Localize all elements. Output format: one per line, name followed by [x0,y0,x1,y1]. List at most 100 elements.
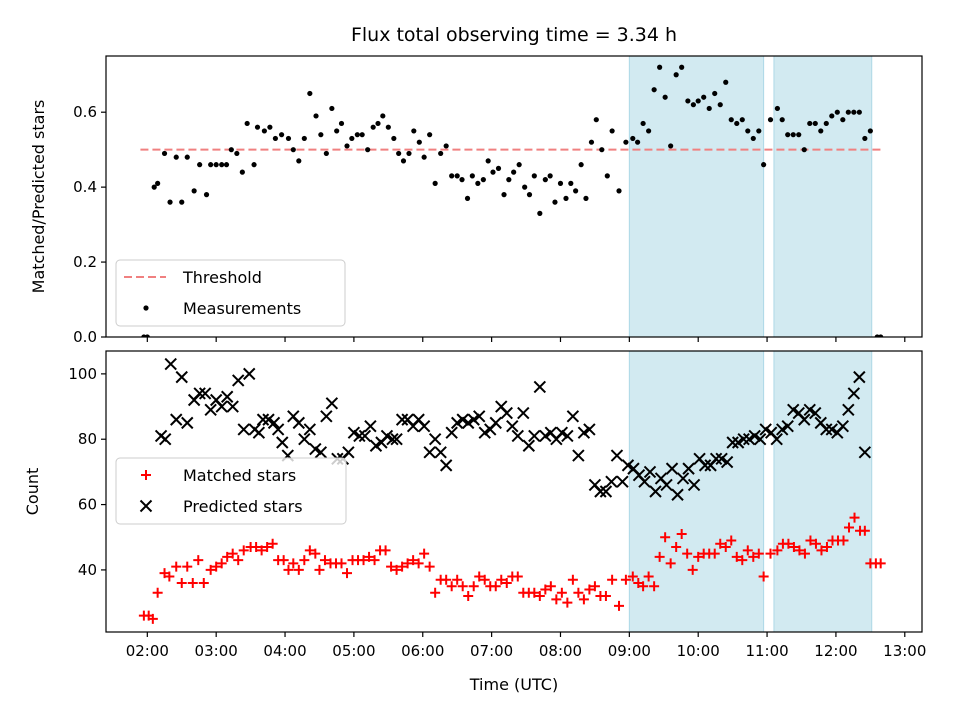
data-point [526,192,533,198]
data-point [198,387,212,400]
data-point [475,180,481,186]
data-point [522,184,528,190]
data-point [320,410,333,423]
data-point [233,555,244,566]
data-point [432,180,438,186]
data-point [849,512,860,523]
data-point [695,98,701,104]
data-point [203,192,210,198]
legend-label: Matched stars [183,466,296,485]
data-point [349,135,355,142]
data-point [358,429,372,443]
data-point [660,532,671,543]
data-point [594,485,607,498]
data-point [816,545,827,556]
data-point [748,429,761,443]
data-point [364,419,377,433]
data-point [501,577,512,588]
data-point [228,147,234,153]
data-point [293,564,304,575]
data-point [239,169,245,175]
data-point [638,475,651,488]
legend: Matched stars Predicted stars [115,457,347,525]
data-point [563,195,569,201]
data-point [836,419,850,433]
data-point [753,433,767,446]
data-point [770,433,783,446]
data-point [342,446,355,459]
data-point [244,120,250,127]
data-point [627,571,638,582]
data-point [635,139,641,145]
data-point [314,446,328,459]
data-point [630,135,636,142]
data-point [430,587,441,598]
data-point [646,128,652,134]
data-point [506,419,519,433]
data-point [314,564,325,575]
data-point [529,587,540,598]
data-point [187,577,198,588]
data-point [842,403,855,417]
data-point [237,423,250,436]
data-point [726,535,737,546]
data-point [496,574,507,585]
data-point [709,548,720,559]
data-point [313,113,319,119]
data-point [750,135,756,142]
data-point [600,591,611,602]
data-point [251,542,262,553]
data-point [534,591,545,602]
data-point [690,102,696,108]
data-point [756,128,762,134]
data-point [759,423,772,436]
data-point [457,581,468,592]
data-point [243,367,256,381]
data-point [858,446,872,459]
data-point [649,581,660,592]
data-point [853,370,866,384]
data-point [825,423,838,436]
legend-marker-predicted [139,499,153,513]
data-point [467,413,480,426]
data-point [758,571,769,582]
y-tick-label: 100 [68,365,97,383]
data-point [329,105,335,112]
data-point [262,413,275,426]
data-point [673,72,679,78]
data-point [347,426,361,439]
data-point [303,423,317,436]
data-point [439,459,453,472]
axes-frame [105,350,923,633]
data-point [859,525,870,536]
data-point [271,423,285,436]
data-point [578,162,584,168]
data-point [325,397,339,410]
data-point [369,439,383,452]
data-point [251,162,257,168]
data-point [643,571,654,582]
data-point [662,94,668,100]
data-point [318,132,324,138]
data-point [540,584,551,595]
data-point [301,135,307,142]
data-point [197,162,203,168]
x-tick-label: 06:00 [401,642,444,660]
data-point [788,542,799,553]
data-point [706,105,712,112]
data-point [685,98,691,104]
data-point [588,139,595,145]
x-tick-label: 03:00 [195,642,238,660]
data-point [391,135,397,142]
data-point [516,162,522,168]
data-point [323,150,329,157]
data-point [485,158,491,164]
data-point [557,180,564,186]
data-point [406,150,412,157]
data-point [545,581,556,592]
data-point [640,120,646,127]
data-point [506,177,512,183]
data-point [528,429,541,443]
data-point [261,128,267,134]
data-point [501,192,507,198]
